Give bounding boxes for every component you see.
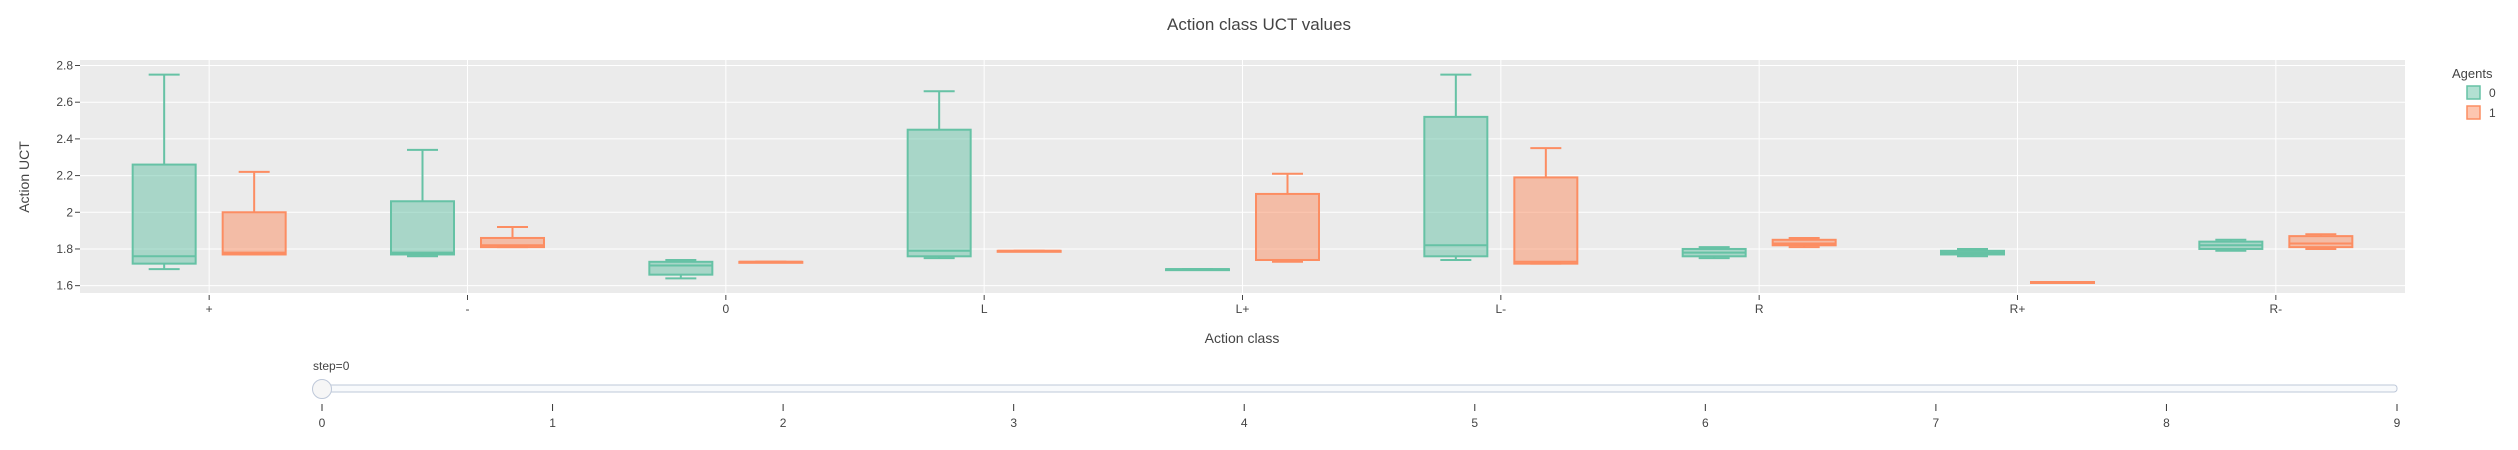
- box-0-0[interactable]: [648, 258, 714, 280]
- y-tick-label: 1.8: [56, 242, 73, 256]
- box-iqr: [390, 200, 455, 256]
- y-tick-label: 1.6: [56, 279, 73, 293]
- box-1-R+[interactable]: [2030, 280, 2095, 284]
- slider-rail[interactable]: [321, 384, 2398, 393]
- legend[interactable]: Agents 01: [2452, 66, 2496, 120]
- slider-step-label[interactable]: 4: [1241, 416, 1248, 430]
- box-iqr: [906, 128, 972, 258]
- y-tick-label: 2.6: [56, 95, 73, 109]
- box-0-L[interactable]: [906, 90, 972, 260]
- box-1-R[interactable]: [1771, 236, 1837, 249]
- legend-label: 0: [2489, 86, 2496, 100]
- x-tick-label: R-: [2269, 302, 2282, 316]
- slider-step-label[interactable]: 8: [2163, 416, 2170, 430]
- box-0--[interactable]: [390, 148, 455, 258]
- box-1--[interactable]: [480, 225, 545, 249]
- x-axis-title: Action class: [1205, 330, 1280, 346]
- y-tick-label: 2.4: [56, 132, 73, 146]
- y-tick-label: 2.2: [56, 169, 73, 183]
- box-0-+[interactable]: [131, 73, 197, 271]
- x-axis: + - 0 L L+ L- R R+ R-: [206, 295, 2282, 316]
- grid-lines: [80, 60, 2405, 293]
- box-1-L[interactable]: [996, 249, 1062, 253]
- box-iqr: [1513, 176, 1579, 265]
- x-tick-label: L: [981, 302, 988, 316]
- box-1-L-[interactable]: [1513, 147, 1579, 265]
- box-1-R-[interactable]: [2288, 233, 2354, 250]
- box-iqr: [131, 163, 197, 265]
- slider-step-label[interactable]: 1: [549, 416, 556, 430]
- legend-item-0[interactable]: 0: [2466, 85, 2496, 100]
- x-tick-label: R+: [2010, 302, 2026, 316]
- legend-item-1[interactable]: 1: [2466, 105, 2496, 120]
- y-axis: 1.6 1.8 2 2.2 2.4 2.6 2.8: [56, 59, 80, 293]
- slider-step-label[interactable]: 5: [1471, 416, 1478, 430]
- box-0-R-[interactable]: [2198, 238, 2264, 252]
- box-plot-marks[interactable]: [131, 73, 2354, 284]
- box-iqr: [648, 260, 714, 276]
- box-iqr: [480, 236, 545, 249]
- x-tick-label: +: [206, 302, 213, 316]
- slider-current-label: step=0: [313, 359, 350, 373]
- box-iqr: [2288, 235, 2354, 249]
- x-tick-label: -: [466, 302, 470, 316]
- box-iqr: [1423, 115, 1489, 258]
- legend-title: Agents: [2452, 66, 2493, 81]
- y-axis-title: Action UCT: [16, 141, 32, 213]
- box-iqr: [221, 211, 287, 256]
- legend-items[interactable]: 01: [2466, 85, 2496, 120]
- box-iqr: [1255, 192, 1320, 261]
- x-tick-label: 0: [722, 302, 729, 316]
- box-1-+[interactable]: [221, 170, 287, 256]
- box-1-L+[interactable]: [1255, 172, 1320, 263]
- slider-handle[interactable]: [312, 379, 332, 399]
- x-tick-label: R: [1755, 302, 1764, 316]
- slider-step-label[interactable]: 2: [780, 416, 787, 430]
- slider-ticks: 0 1 2 3 4 5 6 7 8 9: [319, 404, 2401, 430]
- y-tick-label: 2: [66, 205, 73, 219]
- box-0-R+[interactable]: [1940, 247, 2005, 258]
- slider-step-label[interactable]: 3: [1010, 416, 1017, 430]
- slider-step-label[interactable]: 0: [319, 416, 326, 430]
- box-1-0[interactable]: [738, 260, 804, 264]
- x-tick-label: L+: [1236, 302, 1250, 316]
- legend-swatch: [2466, 105, 2481, 120]
- chart-title: Action class UCT values: [1167, 15, 1351, 34]
- step-slider[interactable]: step=0 0 1 2 3 4 5 6 7 8 9: [312, 359, 2401, 430]
- y-tick-label: 2.8: [56, 59, 73, 73]
- slider-step-label[interactable]: 9: [2394, 416, 2401, 430]
- x-tick-label: L-: [1495, 302, 1506, 316]
- box-0-L+[interactable]: [1165, 268, 1230, 272]
- slider-step-label[interactable]: 6: [1702, 416, 1709, 430]
- box-0-L-[interactable]: [1423, 73, 1489, 261]
- box-0-R[interactable]: [1681, 246, 1747, 260]
- slider-step-label[interactable]: 7: [1933, 416, 1940, 430]
- legend-label: 1: [2489, 106, 2496, 120]
- legend-swatch: [2466, 85, 2481, 100]
